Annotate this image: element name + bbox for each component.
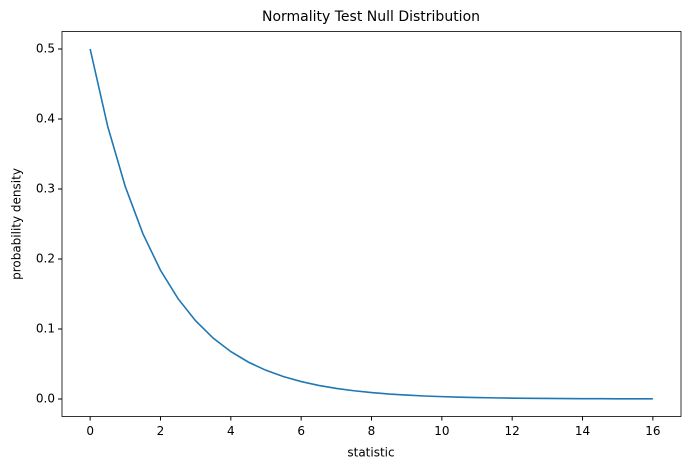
y-tick-label: 0.0 — [36, 392, 55, 406]
y-tick-label: 0.5 — [36, 42, 55, 56]
y-tick-label: 0.3 — [36, 182, 55, 196]
chart-title: Normality Test Null Distribution — [262, 9, 480, 25]
x-axis-label: statistic — [347, 446, 394, 460]
y-axis-label: probability density — [10, 168, 24, 280]
y-tick-label: 0.1 — [36, 322, 55, 336]
x-tick-label: 14 — [575, 424, 590, 438]
y-tick-label: 0.2 — [36, 252, 55, 266]
plot-frame — [61, 31, 682, 417]
x-tick-label: 16 — [645, 424, 660, 438]
x-tick-label: 12 — [505, 424, 520, 438]
x-tick-label: 2 — [157, 424, 165, 438]
x-tick-label: 4 — [227, 424, 235, 438]
y-tick-label: 0.4 — [36, 112, 55, 126]
x-tick-label: 0 — [86, 424, 94, 438]
x-tick-label: 8 — [368, 424, 376, 438]
x-tick-label: 10 — [434, 424, 449, 438]
line-series — [89, 48, 653, 400]
x-tick-label: 6 — [297, 424, 305, 438]
